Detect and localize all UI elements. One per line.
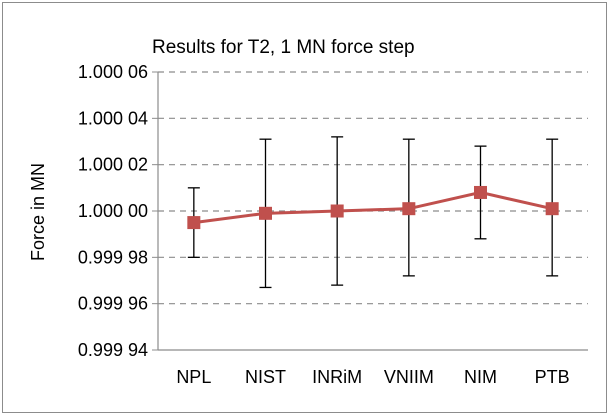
y-tick-labels: 0.999 94 0.999 96 0.999 98 1.000 00 1.000 02… <box>78 62 148 360</box>
data-point <box>545 202 559 216</box>
y-tick-label: 0.999 98 <box>78 247 148 267</box>
series-line <box>193 190 553 225</box>
y-tick-label: 0.999 94 <box>78 340 148 360</box>
y-axis-label: Force in MN <box>28 163 48 261</box>
x-tick-labels: NPL NIST INRiM VNIIM NIM PTB <box>176 367 569 387</box>
data-point <box>474 185 487 199</box>
y-tick-label: 1.000 00 <box>78 201 148 221</box>
y-tick-label: 1.000 02 <box>78 155 148 175</box>
y-tick-label: 0.999 96 <box>78 294 148 314</box>
data-point <box>330 204 344 218</box>
data-point <box>187 216 201 230</box>
x-tick-label: PTB <box>535 367 570 387</box>
x-tick-label: INRiM <box>312 367 362 387</box>
series-polyline <box>193 190 553 225</box>
grid-lines <box>158 71 588 305</box>
chart-frame <box>2 2 607 413</box>
y-tick-label: 1.000 06 <box>78 62 148 82</box>
chart-title: Results for T2, 1 MN force step <box>152 37 415 58</box>
data-points <box>187 185 559 230</box>
x-tick-label: NPL <box>176 367 211 387</box>
error-bars <box>187 136 559 289</box>
x-tick-label: VNIIM <box>384 367 434 387</box>
x-tick-label: NIST <box>245 367 286 387</box>
data-point <box>402 202 416 216</box>
data-point <box>259 206 272 220</box>
y-tick-label: 1.000 04 <box>78 108 148 128</box>
x-tick-label: NIM <box>464 367 497 387</box>
axes <box>152 71 588 351</box>
